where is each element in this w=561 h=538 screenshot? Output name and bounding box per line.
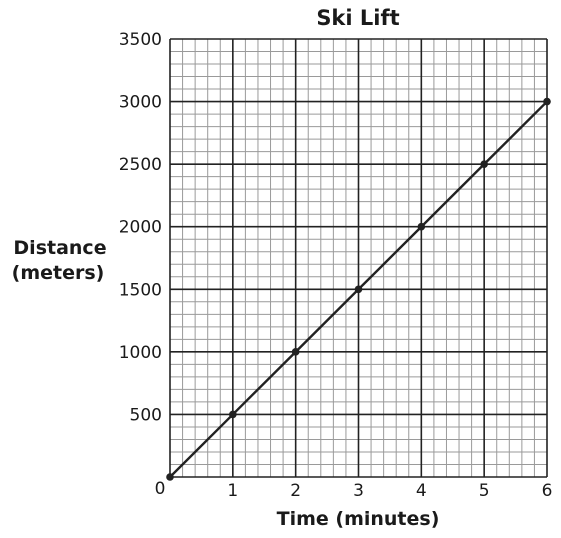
data-point	[229, 410, 237, 419]
y-tick-label: 500	[130, 405, 162, 425]
x-axis-label: Time (minutes)	[277, 508, 440, 530]
y-tick-label: 1000	[119, 343, 162, 363]
data-point	[543, 97, 551, 106]
y-tick-label: 2500	[119, 155, 162, 175]
origin-label: 0	[155, 479, 166, 499]
y-tick-label: 2000	[119, 218, 162, 238]
x-tick-label: 3	[353, 481, 364, 501]
data-point	[166, 473, 174, 481]
data-point	[480, 160, 488, 168]
y-tick-label: 3000	[119, 93, 162, 113]
x-tick-labels: 1 2 3 4 5 6	[227, 481, 552, 501]
chart-title: Ski Lift	[316, 6, 399, 30]
x-tick-label: 2	[290, 481, 301, 501]
y-tick-labels: 500 1000 1500 2000 2500 3000 3500	[119, 30, 162, 425]
major-grid	[169, 38, 548, 478]
data-point	[417, 222, 426, 231]
y-tick-label: 3500	[119, 30, 162, 50]
x-tick-label: 4	[416, 481, 427, 501]
data-point	[354, 285, 363, 294]
data-point	[291, 348, 300, 356]
x-tick-label: 6	[542, 481, 553, 501]
x-tick-label: 1	[227, 481, 238, 501]
y-tick-label: 1500	[119, 280, 162, 300]
y-axis-label-line-1: Distance	[13, 237, 106, 259]
y-axis-label-line-2: (meters)	[12, 262, 105, 284]
x-tick-label: 5	[479, 481, 490, 501]
series-group	[166, 97, 551, 481]
